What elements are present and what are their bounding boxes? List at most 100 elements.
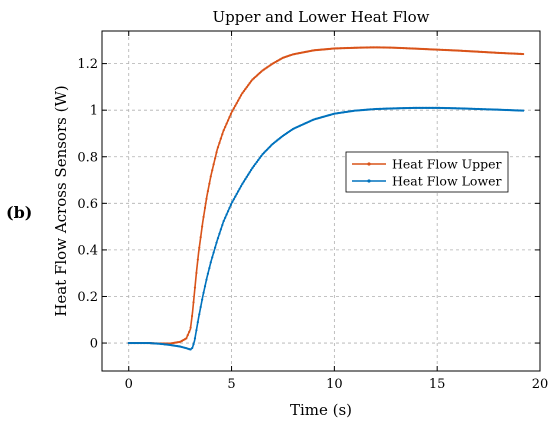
data-point xyxy=(189,348,192,351)
data-point xyxy=(185,337,188,340)
data-point xyxy=(245,175,248,178)
y-tick-label: 1 xyxy=(90,104,98,119)
data-point xyxy=(239,94,243,97)
data-point xyxy=(222,219,225,223)
data-point xyxy=(206,190,209,193)
data-point xyxy=(254,75,257,79)
data-point xyxy=(252,77,256,80)
data-point xyxy=(208,182,211,185)
data-point xyxy=(224,125,227,129)
data-point xyxy=(193,337,197,340)
legend-item: Heat Flow Upper xyxy=(352,157,502,172)
data-point xyxy=(231,200,234,203)
axis-ticks: 0 5 10 15 20 0 0.2 0.4 0.6 0.8 1 1.2 xyxy=(77,31,548,392)
series-markers xyxy=(127,106,525,351)
data-point xyxy=(257,73,260,76)
data-point xyxy=(241,91,244,95)
data-point xyxy=(241,182,244,185)
data-point xyxy=(218,232,221,235)
data-point xyxy=(205,197,208,200)
data-point xyxy=(522,109,525,112)
data-point xyxy=(192,301,195,304)
chart-title: Upper and Lower Heat Flow xyxy=(212,8,429,26)
data-point xyxy=(257,158,260,162)
data-point xyxy=(522,52,525,56)
plot-lines xyxy=(127,46,525,351)
data-point xyxy=(258,71,261,75)
data-point xyxy=(199,305,202,309)
legend-marker xyxy=(367,162,371,166)
data-point xyxy=(206,272,209,275)
legend-marker xyxy=(367,179,371,183)
data-point xyxy=(244,178,247,181)
y-tick-label: 0.2 xyxy=(77,290,98,305)
data-point xyxy=(235,192,238,196)
panel-label: (b) xyxy=(6,203,32,222)
data-point xyxy=(251,78,254,81)
data-point xyxy=(244,88,247,91)
data-point xyxy=(255,74,258,77)
data-point xyxy=(239,185,243,188)
data-point xyxy=(265,148,269,151)
data-point xyxy=(202,215,205,218)
data-point xyxy=(190,314,194,318)
series-heat-flow-upper xyxy=(127,46,525,345)
data-point xyxy=(255,160,258,164)
data-point xyxy=(249,168,253,172)
data-point xyxy=(245,86,248,89)
data-point xyxy=(199,236,202,239)
data-point xyxy=(234,195,237,198)
data-point xyxy=(232,198,235,201)
x-tick-label: 0 xyxy=(125,377,133,392)
data-point xyxy=(214,157,217,160)
data-point xyxy=(264,150,267,153)
data-point xyxy=(212,251,215,254)
data-point xyxy=(251,166,254,169)
data-point xyxy=(221,133,224,136)
x-tick-label: 15 xyxy=(429,377,446,392)
data-point xyxy=(238,96,241,100)
y-axis-label: Heat Flow Across Sensors (W) xyxy=(52,85,70,316)
y-tick-label: 0.8 xyxy=(77,150,98,165)
data-point xyxy=(211,256,214,259)
data-point xyxy=(270,144,273,147)
data-point xyxy=(215,241,218,244)
data-point xyxy=(212,163,215,166)
data-point xyxy=(215,151,218,154)
data-point xyxy=(267,147,270,150)
data-point xyxy=(195,271,198,275)
data-point xyxy=(226,210,230,213)
data-point xyxy=(234,104,237,107)
series-heat-flow-lower xyxy=(127,106,525,351)
data-point xyxy=(261,153,264,156)
data-point xyxy=(198,313,201,316)
data-point xyxy=(203,206,207,209)
legend-box xyxy=(345,151,509,193)
data-point xyxy=(226,119,230,122)
y-tick-label: 0.6 xyxy=(77,197,98,212)
data-point xyxy=(229,203,233,206)
x-tick-label: 5 xyxy=(227,377,235,392)
data-point xyxy=(237,190,240,193)
data-point xyxy=(190,346,194,350)
data-point xyxy=(202,291,205,294)
data-point xyxy=(260,155,263,158)
legend-item: Heat Flow Lower xyxy=(352,174,502,189)
data-point xyxy=(248,82,251,85)
series-line xyxy=(128,107,524,351)
data-point xyxy=(198,246,201,249)
legend: Heat Flow Upper Heat Flow Lower xyxy=(345,151,509,193)
data-point xyxy=(218,141,221,145)
data-point xyxy=(196,258,199,261)
data-point xyxy=(188,330,191,333)
y-tick-label: 0.4 xyxy=(77,243,98,258)
data-point xyxy=(224,216,227,219)
data-point xyxy=(209,261,212,264)
data-point xyxy=(192,343,195,346)
data-point xyxy=(228,116,231,119)
data-point xyxy=(258,156,261,160)
data-point xyxy=(262,151,266,154)
data-point xyxy=(216,146,220,149)
data-point xyxy=(222,129,225,132)
